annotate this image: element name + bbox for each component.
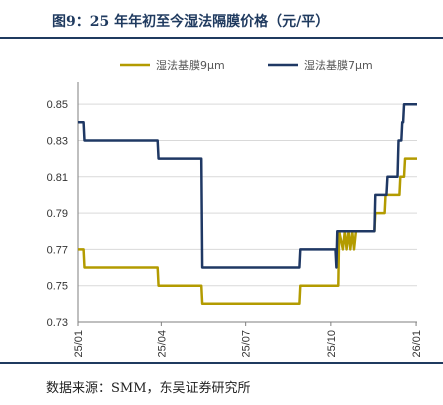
- chart-grid: [78, 103, 417, 323]
- y-tick-label: 0.77: [47, 244, 68, 256]
- chart-title: 图9：25 年年初至今湿法隔膜价格（元/平）: [52, 14, 330, 30]
- x-tick-label: 25/01: [73, 330, 85, 358]
- y-tick-label: 0.73: [47, 317, 68, 329]
- chart-legend: 湿法基膜9μm 湿法基膜7μm: [120, 58, 373, 72]
- bottom-divider: [0, 362, 443, 364]
- series-line-7um: [78, 102, 417, 269]
- y-tick-label: 0.83: [47, 135, 68, 147]
- x-tick-label: 25/07: [241, 330, 253, 358]
- line-chart: 湿法基膜9μm 湿法基膜7μm 0.850.830.810.790.770.750…: [47, 58, 423, 358]
- series-line-9um: [78, 157, 417, 306]
- y-tick-label: 0.81: [47, 172, 68, 184]
- top-divider: [0, 37, 443, 39]
- y-tick-label: 0.75: [47, 281, 68, 293]
- chart-axes: 0.85 0.83 0.81 0.79 0.77 0.75 0.73 25/01 25/04 25…: [47, 82, 423, 358]
- source-note: 数据来源：SMM，东吴证券研究所: [46, 381, 251, 396]
- chart-series: [78, 102, 417, 306]
- y-tick-label: 0.85: [47, 99, 68, 111]
- title-bar: 图9：25 年年初至今湿法隔膜价格（元/平）: [0, 0, 443, 36]
- legend-label: 湿法基膜9μm: [156, 58, 225, 72]
- x-tick-label: 25/04: [156, 330, 168, 358]
- x-tick-label: 26/01: [411, 330, 423, 358]
- legend-label: 湿法基膜7μm: [304, 58, 373, 72]
- y-tick-label: 0.79: [47, 208, 68, 220]
- x-tick-label: 25/10: [326, 330, 338, 358]
